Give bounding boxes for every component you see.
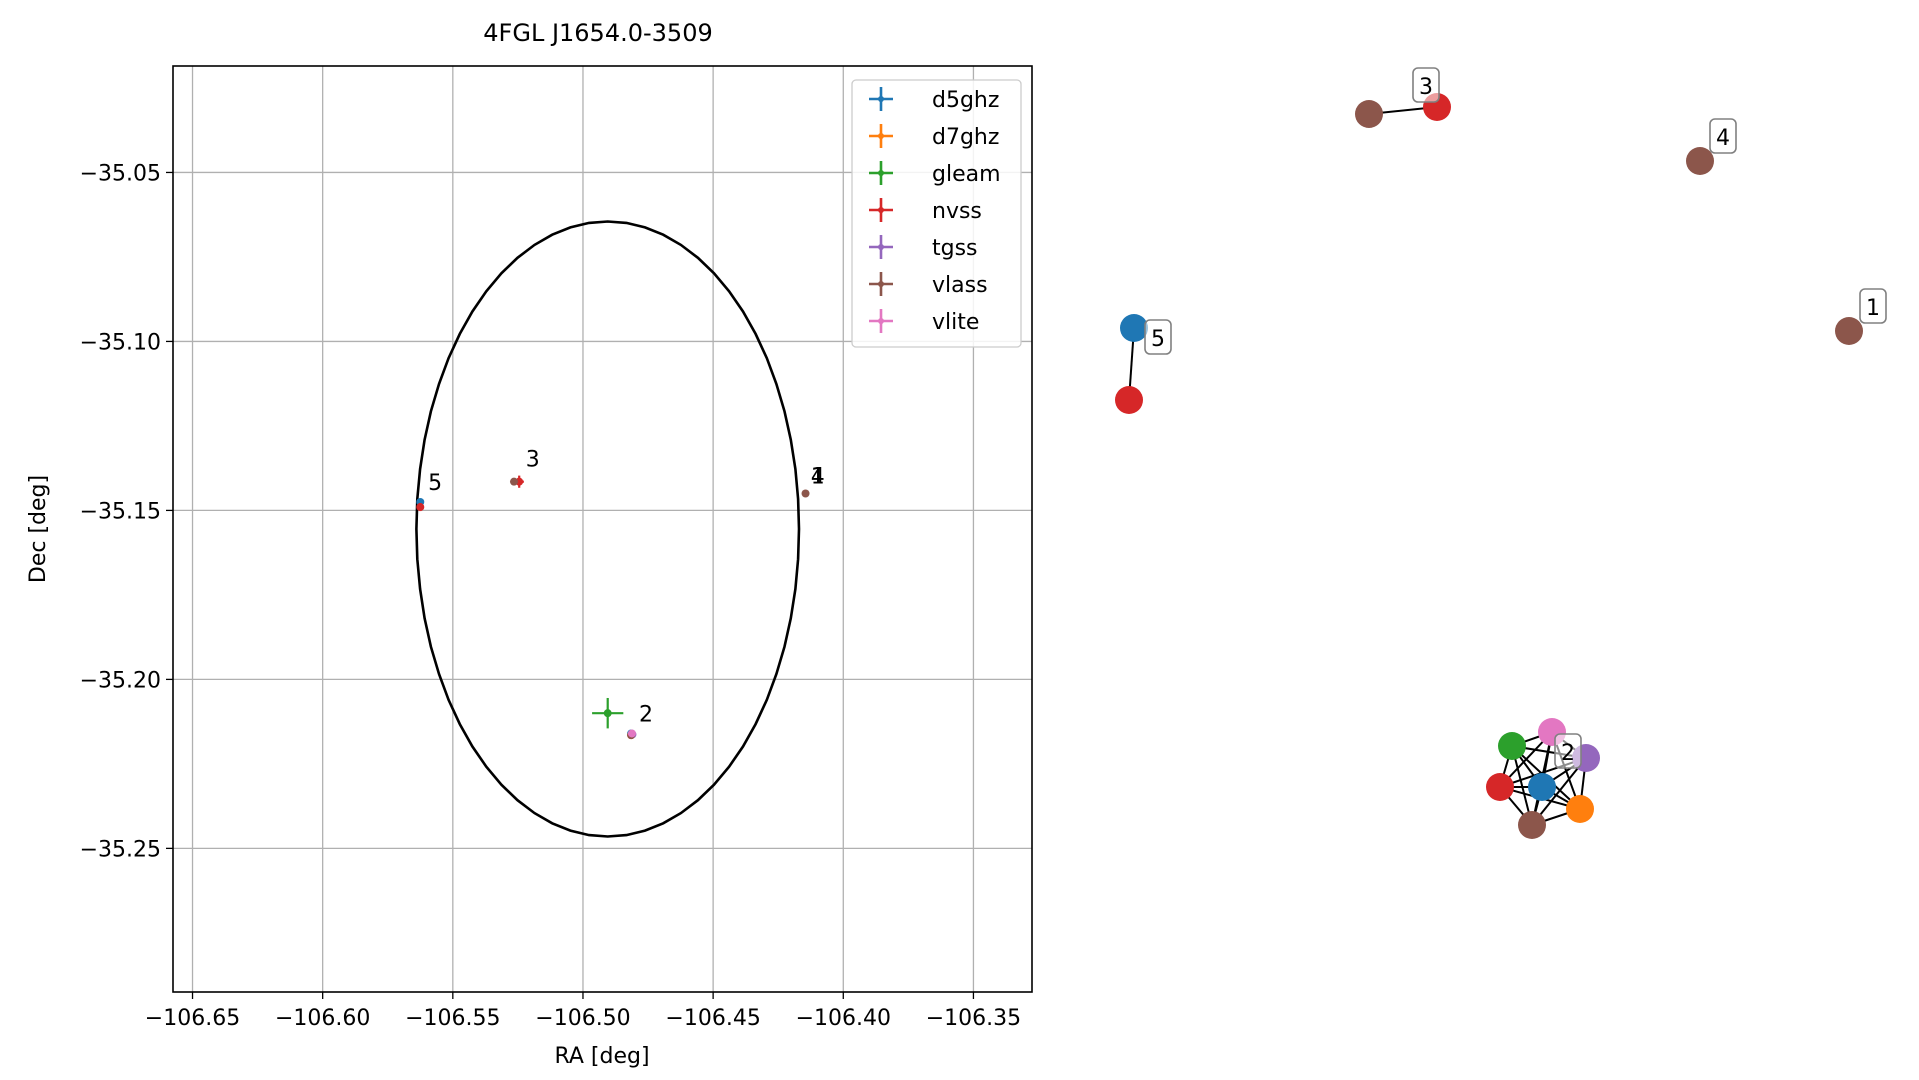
vlass-point (509, 477, 518, 486)
y-tick-label: −35.05 (80, 161, 161, 186)
legend-label: d5ghz (932, 88, 999, 113)
gleam-point (603, 709, 612, 718)
x-tick-label: −106.60 (275, 1006, 370, 1031)
legend-marker-dot (878, 244, 884, 250)
network-node-d5ghz (1528, 773, 1556, 801)
uncertainty-ellipse-group (415, 220, 801, 838)
network-node-gleam (1498, 732, 1526, 760)
legend-label: vlite (932, 310, 979, 335)
network-label-box (1144, 319, 1172, 355)
legend-marker-dot (878, 170, 884, 176)
point-annotation: 3 (526, 447, 540, 472)
x-tick-label: −106.40 (796, 1006, 891, 1031)
network-node-d5ghz (1120, 314, 1148, 342)
legend-marker-dot (878, 281, 884, 287)
axis-ticks: −106.65 −106.60 −106.55 −106.50 −106.45 −106.… (80, 161, 1022, 1031)
nvss-point (416, 503, 425, 512)
network-label-box (1859, 288, 1887, 324)
network-node-nvss (1115, 386, 1143, 414)
network-label: 3 (1419, 75, 1433, 100)
y-tick-label: −35.15 (80, 499, 161, 524)
x-tick-label: −106.65 (145, 1006, 240, 1031)
point-annotation: 5 (428, 471, 442, 496)
uncertainty-ellipse (415, 220, 801, 838)
legend-frame (851, 79, 1022, 348)
network-node-vlass (1518, 811, 1546, 839)
x-axis-label: RA [deg] (554, 1044, 649, 1069)
network-label: 1 (1866, 296, 1880, 321)
legend-label: vlass (932, 273, 988, 298)
axes-frame (172, 65, 1033, 993)
legend-marker-dot (878, 207, 884, 213)
y-axis-label: Dec [deg] (26, 475, 51, 583)
network-node-vlass (1355, 100, 1383, 128)
legend-marker-dot (878, 133, 884, 139)
network-node-nvss (1486, 773, 1514, 801)
network-node-vlass (1686, 147, 1714, 175)
x-tick-label: −106.45 (665, 1006, 760, 1031)
vlite-point (627, 729, 636, 738)
x-tick-label: −106.55 (405, 1006, 500, 1031)
network-label: 4 (1716, 126, 1730, 151)
legend-label: nvss (932, 199, 982, 224)
network-node-d7ghz (1566, 795, 1594, 823)
point-annotation: 1 (811, 464, 825, 489)
legend-label: tgss (932, 236, 978, 261)
point-annotation: 4 (811, 464, 825, 489)
data-points (416, 475, 810, 740)
network-label-box (1554, 733, 1582, 769)
vlass-point (801, 489, 810, 498)
legend-label: gleam (932, 162, 1001, 187)
x-tick-label: −106.50 (535, 1006, 630, 1031)
y-tick-label: −35.10 (80, 330, 161, 355)
y-tick-label: −35.25 (80, 837, 161, 862)
y-tick-label: −35.20 (80, 668, 161, 693)
point-annotations: 5 3 14 2 (428, 447, 825, 727)
chart-title: 4FGL J1654.0-3509 (483, 19, 712, 47)
network-edge (1531, 757, 1587, 826)
legend: d5ghz d7ghz gleam nvss tgss vlass vlite (851, 79, 1022, 348)
network-label: 5 (1151, 327, 1165, 352)
network-labels: 1 2 3 4 5 (1144, 67, 1887, 769)
network-label-box (1412, 67, 1440, 103)
network-panel: 1 2 3 4 5 (1115, 67, 1887, 839)
network-node-vlass (1835, 317, 1863, 345)
legend-marker-dot (878, 318, 884, 324)
legend-marker-dot (878, 96, 884, 102)
x-tick-label: −106.35 (926, 1006, 1021, 1031)
network-label-box (1709, 118, 1737, 154)
network-label: 2 (1561, 741, 1575, 766)
point-annotation: 2 (639, 703, 653, 728)
legend-label: d7ghz (932, 125, 999, 150)
